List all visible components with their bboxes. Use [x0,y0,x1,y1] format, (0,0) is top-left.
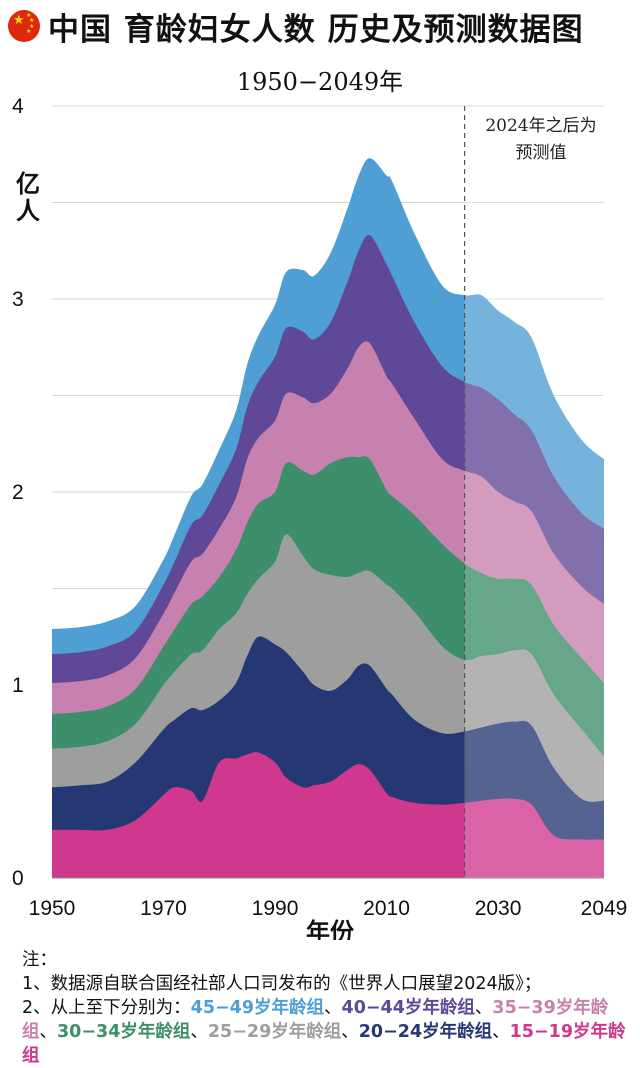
x-tick-label: 1970 [140,897,187,920]
y-tick-labels: 0 1 2 3 4 [12,95,24,890]
notes-legend-group: 30−34岁年龄组 [57,1022,191,1042]
forecast-overlay [464,106,605,878]
y-tick-label: 4 [12,95,24,118]
notes-legend-line: 2、从上至下分别为：45−49岁年龄组、40−44岁年龄组、35−39岁年龄组、… [22,996,628,1068]
notes-legend-group: 25−29岁年龄组 [207,1022,342,1042]
notes-legend-group: 35−39岁年龄组 [22,998,609,1042]
notes-heading: 注： [22,950,57,970]
y-tick-label: 2 [12,481,24,504]
area-series-group [52,158,604,879]
area-series-15-19 [52,752,604,878]
x-tick-label: 2049 [581,897,628,920]
notes-legend-group: 45−49岁年龄组 [190,998,325,1018]
notes-source-line: 1、数据源自联合国经社部人口司发布的《世界人口展望2024版》； [22,974,542,994]
notes-legend-group: 20−24岁年龄组 [358,1022,493,1042]
x-tick-label: 2010 [363,897,410,920]
forecast-annotation-line1: 2024年之后为 [485,116,596,136]
x-axis-label: 年份 [306,918,355,940]
notes-legend-separator: 、 [324,998,342,1018]
chart-title: 中国 育龄妇女人数 历史及预测数据图 [48,11,584,48]
x-tick-labels: 1950 1970 1990 2010 2030 2049 [29,897,628,920]
notes-legend-group: 40−44岁年龄组 [341,998,475,1018]
notes-legend-prefix: 2、从上至下分别为： [22,998,191,1018]
x-tick-label: 1950 [29,897,76,920]
stacked-area-chart: 0 1 2 3 4 1950 1970 1990 2010 2030 2049 亿 人 年份 20… [12,95,628,940]
y-tick-label: 1 [12,674,24,697]
x-tick-label: 1990 [252,897,299,920]
notes-legend-separator: 、 [190,1022,208,1042]
y-axis-label-part2: 人 [16,197,40,225]
notes-legend-separator: 、 [492,1022,510,1042]
notes-legend-separator: 、 [39,1022,58,1042]
notes-legend-separator: 、 [341,1022,359,1042]
forecast-annotation-line2: 预测值 [516,143,567,163]
y-tick-label: 3 [12,288,24,311]
y-axis-label-part1: 亿 [16,170,40,198]
chart-subtitle: 1950−2049年 [236,68,404,96]
notes-section: 注： 1、数据源自联合国经社部人口司发布的《世界人口展望2024版》； 2、从上… [22,948,628,1068]
y-tick-label: 0 [12,867,24,890]
notes-legend-separator: 、 [474,998,493,1018]
china-flag-icon: ★ ★ ★ ★ ★ [8,10,40,42]
x-tick-label: 2030 [475,897,522,920]
chart-header: ★ ★ ★ ★ ★ 中国 育龄妇女人数 历史及预测数据图 [8,6,632,48]
